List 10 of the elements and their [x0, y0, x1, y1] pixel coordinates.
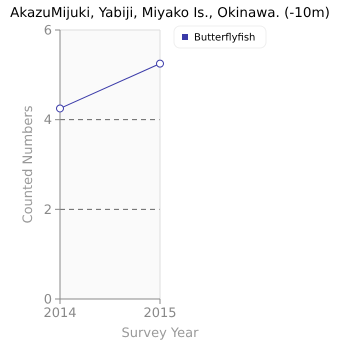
y-tick-label: 4 — [44, 113, 52, 128]
y-tick-label: 0 — [44, 292, 52, 308]
legend-label: Butterflyfish — [194, 32, 256, 44]
y-tick-label: 2 — [44, 202, 52, 218]
x-tick-label: 2014 — [43, 306, 77, 321]
x-tick-label: 2015 — [143, 306, 177, 321]
y-axis-title: Counted Numbers — [21, 105, 36, 224]
x-axis-title: Survey Year — [122, 326, 200, 341]
chart-title: AkazuMijuki, Yabiji, Miyako Is., Okinawa. (-10m) — [10, 5, 330, 21]
y-tick-label: 6 — [44, 24, 52, 39]
